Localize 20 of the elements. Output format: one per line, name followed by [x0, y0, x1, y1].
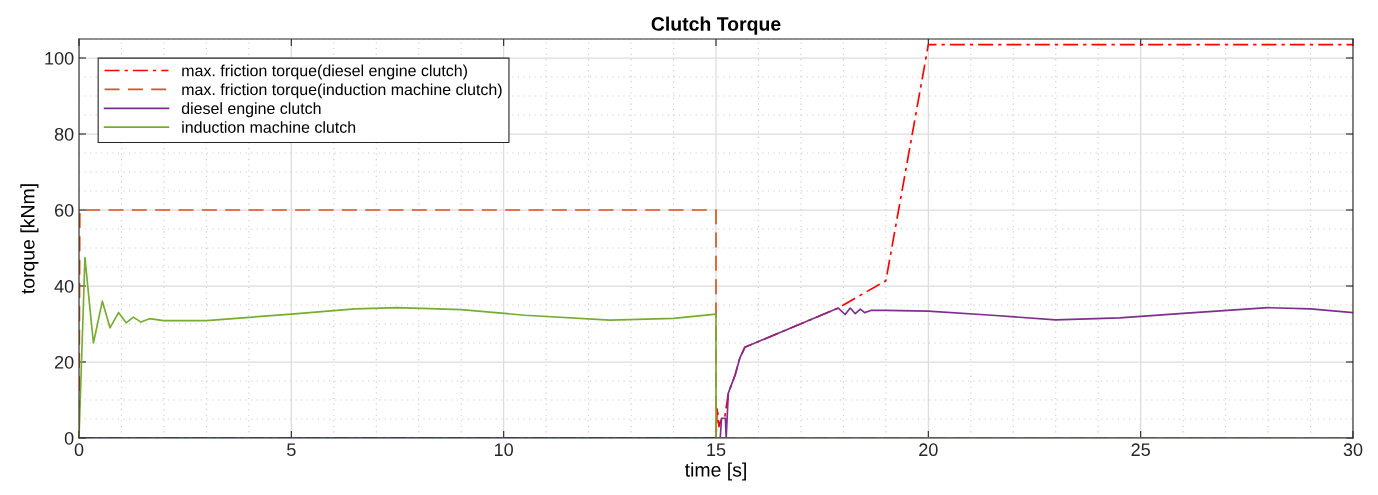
y-axis-title: torque [kNm]: [20, 184, 39, 294]
legend-label: max. friction torque(induction machine clutch): [182, 83, 502, 99]
x-tick-label: 25: [1131, 443, 1150, 457]
x-tick-label: 20: [919, 443, 938, 457]
legend-label: diesel engine clutch: [181, 102, 321, 118]
chart-title: Clutch Torque: [651, 16, 781, 35]
x-tick-label: 10: [495, 443, 513, 457]
y-tick-label: 80: [54, 127, 74, 141]
x-tick-label: 5: [287, 443, 296, 457]
legend-label: induction machine clutch: [182, 121, 356, 133]
y-tick-label: 100: [45, 51, 74, 65]
x-tick-label: 15: [707, 443, 726, 457]
x-tick-label: 30: [1343, 443, 1363, 457]
x-axis-title: time [s]: [684, 462, 746, 481]
y-tick-label: 60: [54, 203, 74, 217]
y-tick-label: 40: [54, 279, 74, 293]
y-tick-label: 0: [64, 431, 74, 445]
x-tick-label: 0: [74, 443, 84, 457]
legend-label: max. friction torque(diesel engine clutch): [182, 64, 467, 80]
y-tick-label: 20: [54, 355, 74, 369]
